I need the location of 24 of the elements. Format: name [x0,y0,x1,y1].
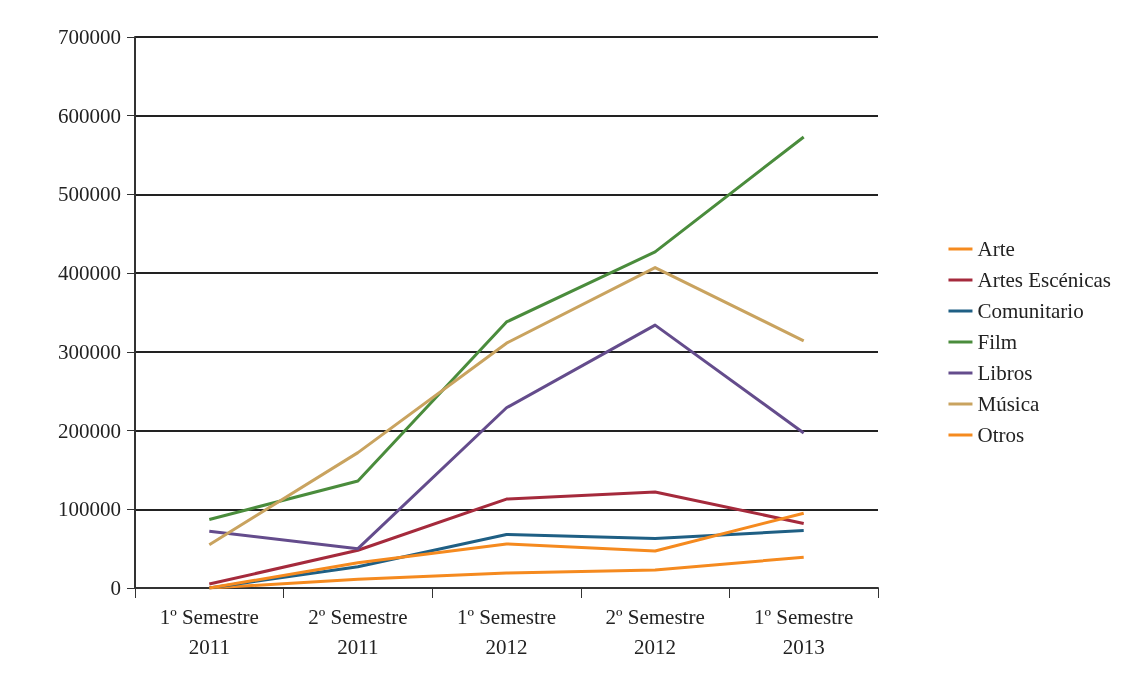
y-tick-label: 0 [110,576,121,600]
x-tick-label: 2º Semestre 2011 [308,605,408,659]
y-tick-label: 400000 [58,261,121,286]
legend-label: Film [977,330,1018,354]
y-tick-label: 600000 [58,103,121,128]
line-series [207,135,806,522]
line-series [207,266,806,547]
x-tick-label: 1º Semestre 2012 [456,605,557,659]
legend-label: Comunitario [977,299,1084,323]
x-tick-label: 1º Semestre 2013 [754,605,854,659]
x-tick-label: 1º Semestre 2011 [159,605,259,659]
line-series [207,323,806,551]
legend-label: Música [977,392,1040,416]
y-tick-label: 700000 [58,25,121,49]
x-tick-label: 2º Semestre 2012 [605,605,705,659]
legend-label: Artes Escénicas [977,268,1111,292]
legend-label: Arte [977,237,1015,261]
y-tick-label: 300000 [58,339,121,364]
y-tick-label: 500000 [58,182,121,207]
y-tick-label: 200000 [58,418,121,443]
legend-label: Libros [977,361,1033,385]
legend-label: Otros [977,423,1025,447]
y-tick-label: 100000 [58,497,121,522]
line-series [207,490,806,586]
